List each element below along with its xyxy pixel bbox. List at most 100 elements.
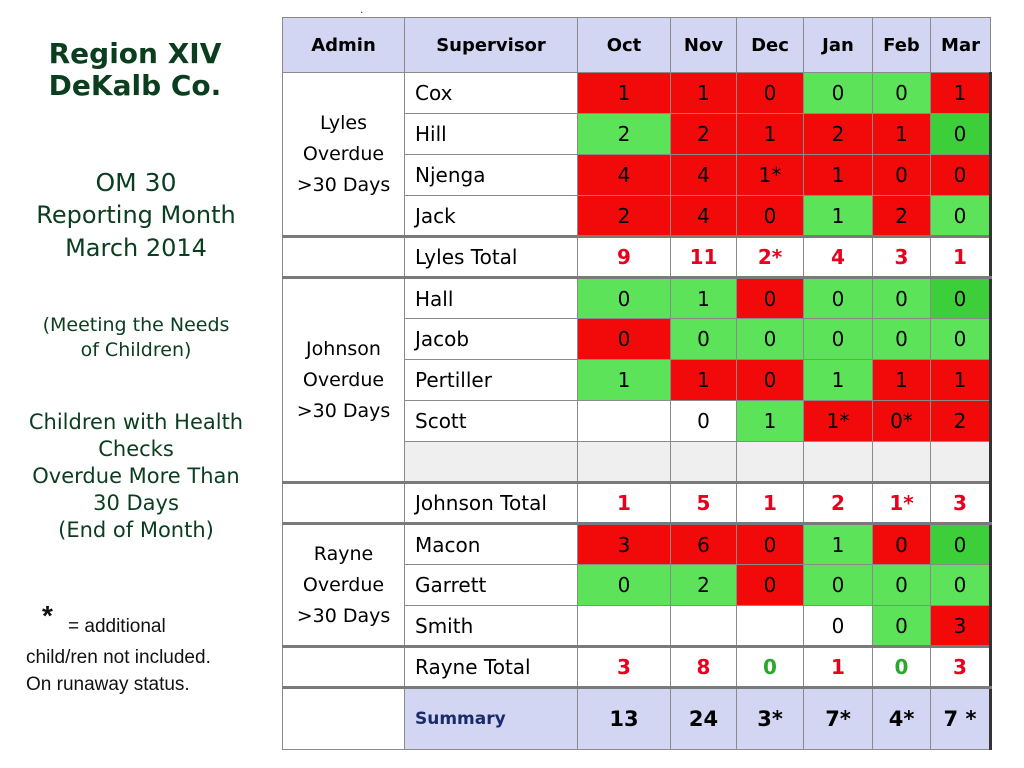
month-value-cell: 2	[577, 195, 671, 237]
month-value-cell: 0	[736, 522, 804, 565]
month-value-cell: 0	[930, 564, 992, 606]
report-heading: OM 30 Reporting Month March 2014	[0, 166, 272, 265]
supervisor-row: Garrett 0 2 0 0 0 0	[283, 564, 992, 606]
total-label: Rayne Total	[404, 645, 578, 689]
supervisor-name: Scott	[404, 400, 578, 442]
total-value-cell: 4	[803, 235, 873, 279]
total-row: Lyles Total 9 11 2* 4 3 1	[282, 235, 992, 279]
month-value-cell: 1	[670, 359, 737, 401]
supervisor-row: Jacob 0 0 0 0 0 0	[283, 318, 992, 360]
month-value-cell: 1	[930, 359, 992, 401]
month-value-cell: 1	[670, 72, 737, 114]
admin-line: Johnson	[306, 337, 381, 360]
supervisor-row: Johnson Overdue >30 Days Hall 0 1 0 0 0 0	[282, 276, 992, 483]
month-value-cell	[803, 441, 873, 483]
summary-value-cell: 4*	[872, 687, 931, 750]
total-value-cell: 3	[872, 235, 931, 279]
month-value-cell	[577, 400, 671, 442]
month-value-cell: 0	[670, 400, 737, 442]
header-dec: Dec	[736, 17, 804, 73]
footnote-star: *	[42, 600, 53, 631]
admin-line: Overdue	[302, 142, 385, 165]
month-value-cell: 0	[930, 276, 992, 319]
summary-value-cell: 7*	[803, 687, 873, 750]
month-value-cell	[736, 605, 804, 647]
total-row: Johnson Total 1 5 1 2 1* 3	[282, 481, 992, 525]
month-value-cell: 4	[577, 154, 671, 196]
month-value-cell	[577, 441, 671, 483]
month-value-cell: 0	[803, 72, 873, 114]
month-value-cell: 0	[577, 564, 671, 606]
summary-value-cell: 3*	[736, 687, 804, 750]
supervisor-name: Njenga	[404, 154, 578, 196]
month-value-cell: 4	[670, 195, 737, 237]
admin-cell: Lyles Overdue >30 Days	[282, 72, 405, 237]
admin-line: Overdue	[302, 368, 385, 391]
total-value-cell: 0	[872, 645, 931, 689]
month-value-cell: 0	[736, 72, 804, 114]
total-value-cell: 8	[670, 645, 737, 689]
month-value-cell: 3	[577, 522, 671, 565]
summary-value-cell: 7 *	[930, 687, 992, 750]
footnote-line-3: On runaway status.	[26, 674, 190, 695]
left-panel: Region XIV DeKalb Co. OM 30 Reporting Mo…	[0, 0, 270, 768]
admin-cell: Rayne Overdue >30 Days	[282, 522, 405, 647]
footnote-line-2: child/ren not included.	[26, 647, 211, 668]
month-value-cell: 0	[872, 564, 931, 606]
desc-line-5: (End of Month)	[58, 518, 214, 542]
month-value-cell: 0	[930, 318, 992, 360]
month-value-cell: 0	[930, 113, 992, 155]
month-value-cell	[736, 441, 804, 483]
supervisor-name: Garrett	[404, 564, 578, 606]
total-label: Johnson Total	[404, 481, 578, 525]
desc-line-3: Overdue More Than	[32, 464, 240, 488]
month-value-cell: 4	[670, 154, 737, 196]
total-value-cell: 3	[930, 481, 992, 525]
month-value-cell: 1	[872, 359, 931, 401]
month-value-cell: 1	[803, 359, 873, 401]
month-value-cell: 0	[736, 318, 804, 360]
header-jan: Jan	[803, 17, 873, 73]
supervisor-row: Smith 0 0 3	[283, 605, 992, 647]
admin-empty-cell	[282, 481, 405, 525]
total-value-cell: 1	[803, 645, 873, 689]
region-line: Region XIV	[48, 37, 222, 70]
month-value-cell: 0	[803, 564, 873, 606]
supervisor-name: Hill	[404, 113, 578, 155]
month-value-cell: 0	[803, 605, 873, 647]
month-value-cell: 1	[736, 113, 804, 155]
admin-line: Lyles	[320, 111, 367, 134]
admin-empty-cell	[282, 687, 405, 750]
summary-label: Summary	[404, 687, 578, 750]
desc-line-4: 30 Days	[93, 491, 179, 515]
month-line: March 2014	[65, 234, 207, 262]
total-value-cell: 1*	[872, 481, 931, 525]
supervisor-name: Smith	[404, 605, 578, 647]
month-value-cell: 1	[872, 113, 931, 155]
month-value-cell: 0	[670, 318, 737, 360]
header-mar: Mar	[930, 17, 991, 73]
month-value-cell: 2	[872, 195, 931, 237]
month-value-cell: 0	[803, 276, 873, 319]
footnote-line-1: = additional	[68, 616, 166, 637]
total-value-cell: 0	[736, 645, 804, 689]
meeting-line-2: of Children)	[80, 339, 192, 361]
total-value-cell: 5	[670, 481, 737, 525]
month-value-cell: 1	[577, 359, 671, 401]
header-feb: Feb	[872, 17, 931, 73]
supervisor-row: Hill 2 2 1 2 1 0	[283, 113, 992, 155]
month-value-cell: 1*	[803, 400, 873, 442]
month-value-cell: 2	[670, 564, 737, 606]
total-label: Lyles Total	[404, 235, 578, 279]
month-value-cell: 1	[577, 72, 671, 114]
month-value-cell: 0	[736, 195, 804, 237]
supervisor-row: Lyles Overdue >30 Days Cox 1 1 0 0 0 1	[282, 72, 992, 237]
reporting-month-line: Reporting Month	[36, 201, 236, 229]
supervisor-name: Jack	[404, 195, 578, 237]
header-row: Admin Supervisor Oct Nov Dec Jan Feb Mar	[282, 17, 991, 73]
admin-line: Overdue	[302, 573, 385, 596]
supervisor-name: Jacob	[404, 318, 578, 360]
total-value-cell: 3	[930, 645, 992, 689]
month-value-cell: 0	[872, 318, 931, 360]
month-value-cell: 2	[930, 400, 992, 442]
